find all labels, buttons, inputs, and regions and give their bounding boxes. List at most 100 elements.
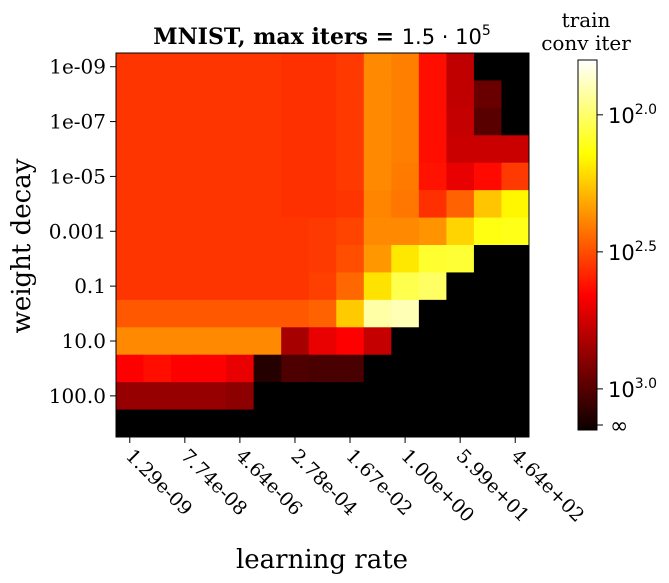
heatmap-cell: [253, 299, 282, 328]
heatmap-cell: [308, 53, 337, 81]
heatmap-cell: [418, 162, 447, 191]
heatmap-cell: [226, 382, 255, 411]
heatmap-cell: [308, 107, 337, 136]
heatmap-cell: [391, 327, 420, 356]
heatmap-cell: [281, 409, 310, 438]
heatmap-cell: [501, 107, 530, 136]
heatmap-cell: [473, 135, 502, 164]
heatmap-cell: [363, 162, 392, 191]
heatmap-cell: [363, 217, 392, 246]
colorbar-title-line1: train: [562, 8, 611, 32]
heatmap-cell: [253, 272, 282, 301]
heatmap-cell: [446, 272, 475, 301]
y-tick-label: 0.1: [74, 274, 106, 298]
colorbar-ticks: 102.0 102.5 103.0 ∞: [597, 102, 657, 439]
heatmap-cell: [171, 190, 200, 219]
heatmap-cell: [501, 135, 530, 164]
heatmap-cell: [116, 354, 145, 383]
heatmap-cell: [308, 354, 337, 383]
colorbar: [577, 59, 598, 431]
x-axis-label: learning rate: [236, 545, 408, 575]
heatmap-cell: [473, 299, 502, 328]
heatmap-cell: [198, 382, 227, 411]
heatmap-cell: [418, 190, 447, 219]
heatmap-cell: [308, 162, 337, 191]
chart-title-text: MNIST, max iters =: [153, 24, 401, 50]
heatmap-cell: [418, 409, 447, 438]
heatmap-cell: [198, 107, 227, 136]
heatmap-cell: [143, 107, 172, 136]
heatmap-cell: [418, 272, 447, 301]
heatmap-cell: [391, 135, 420, 164]
heatmap-cells: [116, 53, 530, 438]
heatmap-cell: [501, 245, 530, 273]
heatmap-cell: [226, 354, 255, 383]
heatmap-cell: [116, 409, 145, 438]
chart-title-math: 1.5 · 10: [402, 25, 482, 49]
heatmap-cell: [336, 245, 365, 273]
heatmap-cell: [473, 190, 502, 219]
heatmap-cell: [473, 80, 502, 109]
heatmap-cell: [446, 217, 475, 246]
heatmap-cell: [171, 245, 200, 273]
heatmap-cell: [226, 245, 255, 273]
heatmap-cell: [116, 272, 145, 301]
heatmap-cell: [391, 382, 420, 411]
heatmap-cell: [198, 135, 227, 164]
heatmap-cell: [198, 272, 227, 301]
heatmap-cell: [446, 107, 475, 136]
heatmap-cell: [281, 245, 310, 273]
heatmap-cell: [281, 162, 310, 191]
chart-title: MNIST, max iters = 1.5 · 105: [153, 23, 491, 50]
heatmap-cell: [391, 162, 420, 191]
y-tick-label: 1e-07: [49, 110, 106, 134]
heatmap-cell: [418, 217, 447, 246]
heatmap-cell: [143, 272, 172, 301]
heatmap-cell: [226, 162, 255, 191]
heatmap-cell: [336, 107, 365, 136]
heatmap-cell: [281, 80, 310, 109]
heatmap-cell: [171, 409, 200, 438]
heatmap-cell: [116, 382, 145, 411]
heatmap-cell: [171, 299, 200, 328]
heatmap-cell: [446, 299, 475, 328]
heatmap-cell: [253, 245, 282, 273]
heatmap-cell: [226, 217, 255, 246]
heatmap-cell: [446, 162, 475, 191]
heatmap-cell: [391, 409, 420, 438]
heatmap-cell: [253, 327, 282, 356]
heatmap-cell: [198, 217, 227, 246]
heatmap-cell: [116, 299, 145, 328]
heatmap-cell: [308, 80, 337, 109]
heatmap-cell: [363, 190, 392, 219]
y-axis-ticks: 1e-09 1e-07 1e-05 0.001 0.1 10.0 100.0: [49, 55, 116, 408]
heatmap-cell: [143, 354, 172, 383]
heatmap-cell: [308, 245, 337, 273]
heatmap-cell: [336, 299, 365, 328]
heatmap-cell: [198, 299, 227, 328]
heatmap-cell: [501, 190, 530, 219]
heatmap-cell: [116, 245, 145, 273]
heatmap-cell: [501, 354, 530, 383]
heatmap-cell: [198, 190, 227, 219]
heatmap-cell: [116, 327, 145, 356]
heatmap-cell: [171, 217, 200, 246]
heatmap-cell: [281, 382, 310, 411]
heatmap-cell: [473, 107, 502, 136]
heatmap-cell: [308, 299, 337, 328]
heatmap-cell: [198, 53, 227, 81]
heatmap-cell: [171, 382, 200, 411]
heatmap-cell: [281, 299, 310, 328]
heatmap-cell: [363, 80, 392, 109]
heatmap-cell: [473, 327, 502, 356]
heatmap-cell: [501, 217, 530, 246]
heatmap-cell: [308, 409, 337, 438]
heatmap-cell: [446, 245, 475, 273]
y-tick-label: 10.0: [61, 329, 106, 353]
heatmap-cell: [363, 245, 392, 273]
heatmap-cell: [143, 409, 172, 438]
heatmap-cell: [253, 162, 282, 191]
heatmap-cell: [281, 107, 310, 136]
heatmap-cell: [253, 135, 282, 164]
heatmap-cell: [446, 190, 475, 219]
